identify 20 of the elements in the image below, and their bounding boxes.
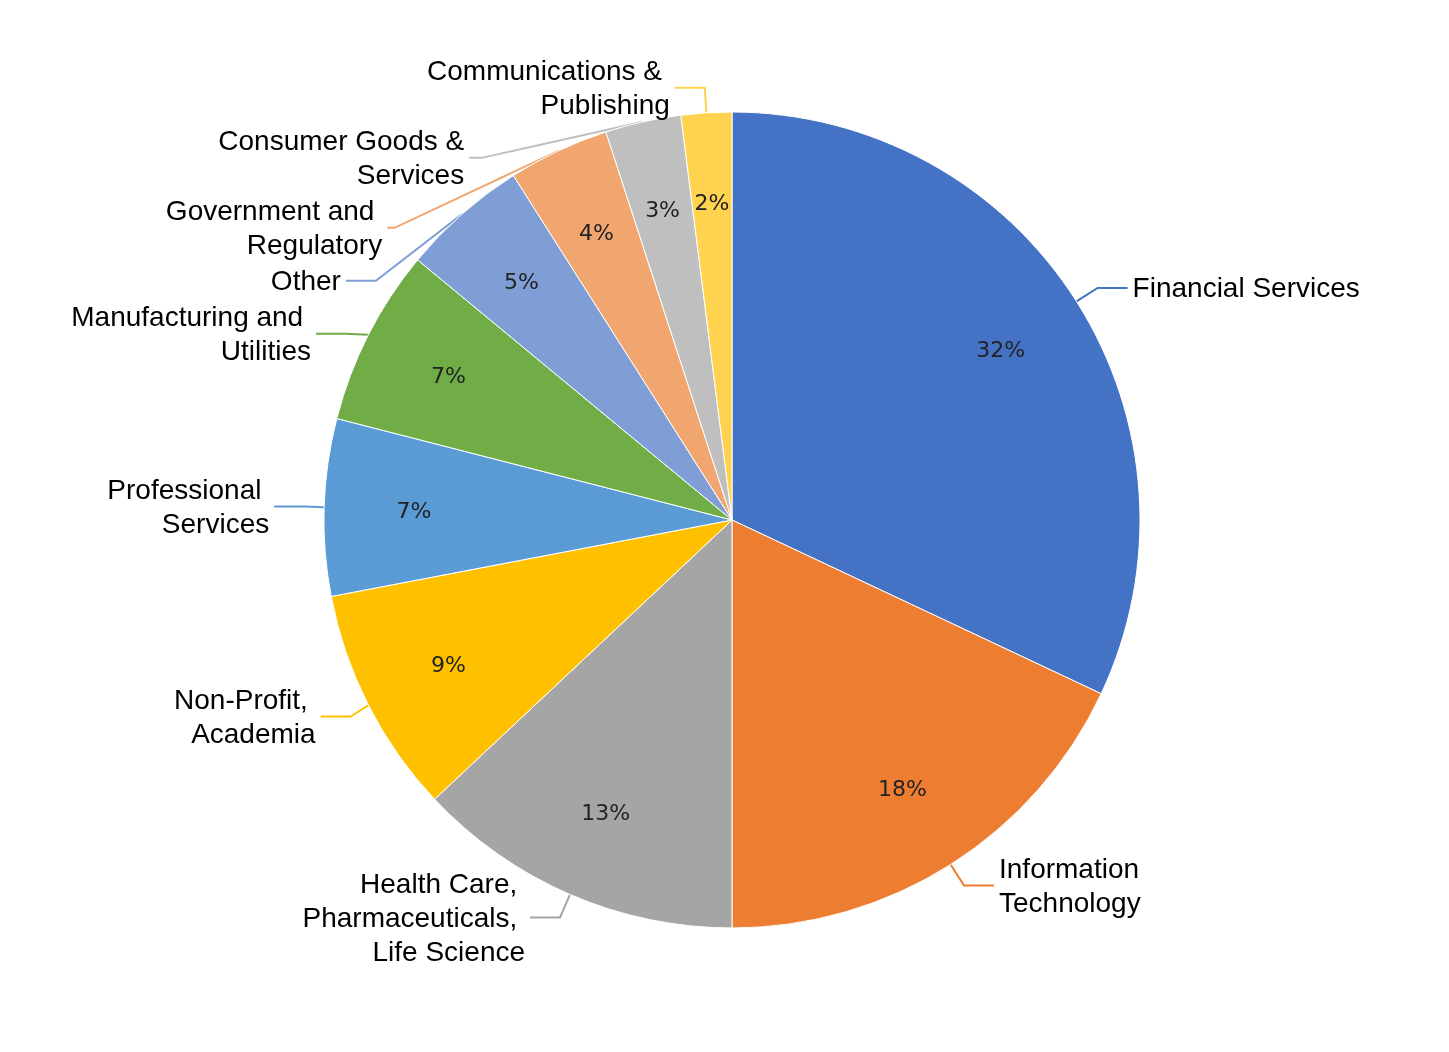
slice-label: Government and Regulatory: [165, 195, 383, 261]
slice-label: Professional Services: [107, 473, 270, 539]
data-label: 9%: [430, 651, 466, 677]
data-label: 2%: [694, 189, 730, 215]
data-label: 18%: [878, 776, 927, 802]
data-label: 7%: [430, 363, 466, 389]
data-label: 3%: [645, 196, 681, 222]
data-label: 7%: [396, 497, 432, 523]
slice-label: Manufacturing and Utilities: [71, 301, 311, 367]
data-label: 13%: [581, 799, 631, 825]
data-label: 5%: [504, 268, 539, 294]
data-label: 32%: [976, 336, 1026, 362]
slice-label: Other: [270, 265, 341, 297]
slice-label: Financial Services: [1132, 272, 1360, 304]
slice-label: Information Technology: [999, 853, 1147, 919]
data-label: 4%: [579, 219, 614, 245]
slice-label: Non-Profit, Academia: [174, 684, 317, 750]
slice-label: Communications & Publishing: [427, 55, 670, 121]
slice-label: Consumer Goods & Services: [218, 125, 465, 191]
slice-label: Health Care, Pharmaceuticals, Life Science: [302, 867, 526, 967]
